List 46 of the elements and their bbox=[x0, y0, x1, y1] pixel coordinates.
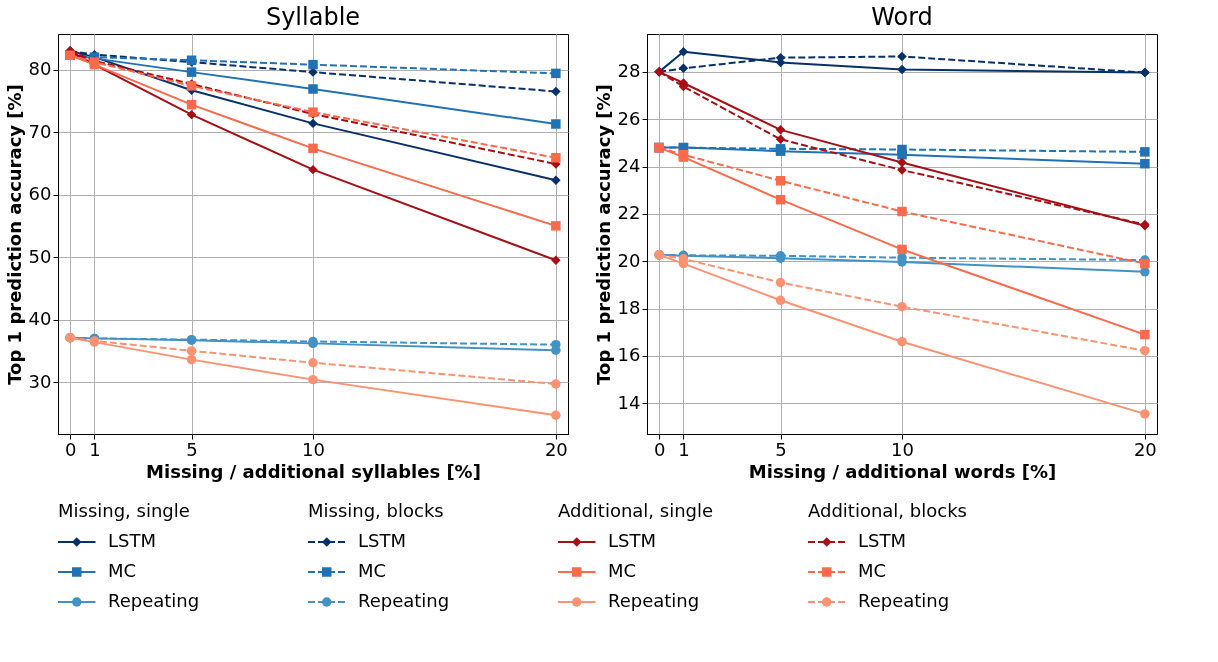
legend-label: Repeating bbox=[608, 590, 700, 611]
chart-title: Syllable bbox=[265, 3, 361, 31]
x-tick-label: 20 bbox=[1133, 438, 1157, 460]
y-tick-label: 80 bbox=[28, 58, 52, 80]
y-tick-label: 16 bbox=[617, 344, 641, 366]
legend-label: Repeating bbox=[858, 590, 950, 611]
legend-label: Repeating bbox=[108, 590, 200, 611]
y-tick-label: 28 bbox=[617, 60, 641, 82]
x-tick-label: 1 bbox=[89, 438, 101, 460]
y-tick-label: 20 bbox=[617, 249, 641, 271]
y-tick-label: 18 bbox=[617, 297, 641, 319]
legend-label: LSTM bbox=[358, 530, 406, 551]
y-axis-title: Top 1 prediction accuracy [%] bbox=[3, 84, 25, 385]
x-tick-label: 5 bbox=[186, 438, 198, 460]
y-tick-label: 22 bbox=[617, 202, 641, 224]
x-axis-title: Missing / additional syllables [%] bbox=[146, 460, 481, 482]
x-axis-title: Missing / additional words [%] bbox=[748, 460, 1057, 482]
text: Additional, blocks bbox=[808, 500, 967, 521]
x-tick-label: 20 bbox=[544, 438, 568, 460]
y-tick-label: 24 bbox=[617, 155, 641, 177]
text: Additional, single bbox=[558, 500, 714, 521]
x-tick-label: 5 bbox=[775, 438, 787, 460]
y-tick-label: 26 bbox=[617, 107, 641, 129]
y-axis-title: Top 1 prediction accuracy [%] bbox=[592, 84, 614, 385]
y-tick-label: 30 bbox=[28, 370, 52, 392]
text: Missing, single bbox=[58, 500, 190, 521]
text: Missing, blocks bbox=[308, 500, 444, 521]
x-tick-label: 0 bbox=[64, 438, 77, 460]
y-tick-label: 50 bbox=[28, 245, 52, 267]
y-tick-label: 14 bbox=[617, 391, 641, 413]
legend-label: LSTM bbox=[858, 530, 906, 551]
x-tick-label: 0 bbox=[653, 438, 666, 460]
legend-label: MC bbox=[608, 560, 637, 581]
chart-title: Word bbox=[871, 3, 933, 31]
x-tick-label: 10 bbox=[302, 438, 325, 460]
x-tick-label: 10 bbox=[891, 438, 914, 460]
x-tick-label: 1 bbox=[678, 438, 690, 460]
y-tick-label: 40 bbox=[28, 308, 52, 330]
legend-label: Repeating bbox=[358, 590, 450, 611]
legend-label: MC bbox=[108, 560, 137, 581]
y-tick-label: 60 bbox=[28, 183, 52, 205]
legend-label: MC bbox=[858, 560, 887, 581]
y-tick-label: 70 bbox=[28, 120, 52, 142]
legend-label: MC bbox=[358, 560, 387, 581]
legend-label: LSTM bbox=[608, 530, 656, 551]
legend-label: LSTM bbox=[108, 530, 156, 551]
